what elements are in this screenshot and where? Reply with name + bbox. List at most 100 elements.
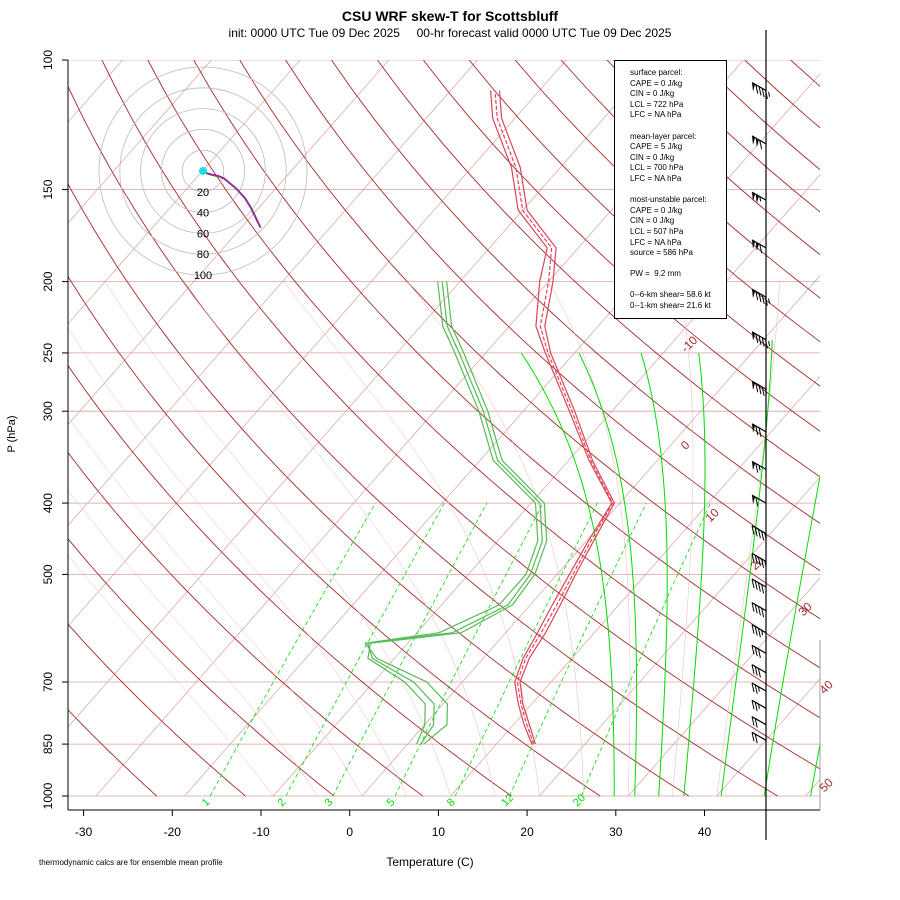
wind-barb xyxy=(751,578,767,594)
dry-adiabat xyxy=(698,60,820,171)
most-unstable-parcel-block: most-unstable parcel: CAPE = 0 J/kg CIN … xyxy=(630,195,707,258)
barb-full xyxy=(751,645,755,655)
x-tick-label: 20 xyxy=(520,825,534,839)
dry-adiabat xyxy=(377,60,820,478)
temperature-profile xyxy=(498,90,616,745)
wind-barb xyxy=(751,699,767,712)
moist-adiabat xyxy=(716,281,780,797)
barb-full xyxy=(761,337,765,347)
saturated-adiabat xyxy=(763,473,820,797)
mixing-ratio-line xyxy=(454,502,598,797)
barb-full xyxy=(754,527,758,537)
parcel-stats-box: surface parcel: CAPE = 0 J/kg CIN = 0 J/… xyxy=(614,60,727,319)
hodograph-ring xyxy=(181,149,225,193)
wind-barb xyxy=(751,423,767,437)
isotherm-line xyxy=(273,174,820,797)
barb-full xyxy=(758,427,762,437)
barb-half xyxy=(764,560,767,566)
y-tick-label: 250 xyxy=(41,343,55,363)
footnote: thermodynamic calcs are for ensemble mea… xyxy=(39,858,223,867)
dry-adiabat xyxy=(790,60,820,87)
dry-adiabat xyxy=(468,60,820,387)
barb-full xyxy=(751,716,755,726)
barb-full xyxy=(751,624,755,634)
mixing-ratio-line xyxy=(394,502,544,797)
barb-shaft xyxy=(751,494,767,504)
mixing-ratio-label: 3 xyxy=(323,796,336,809)
isotherm-line xyxy=(68,60,478,526)
barb-half xyxy=(758,465,761,471)
x-tick-label: -20 xyxy=(164,825,182,839)
barb-full xyxy=(764,339,768,349)
barb-full xyxy=(751,578,755,589)
moist-adiabat xyxy=(548,281,631,797)
barb-flag xyxy=(752,331,755,341)
hodograph-ring-label: 60 xyxy=(197,228,209,240)
barb-full xyxy=(755,291,759,301)
barb-full xyxy=(757,648,761,659)
surface-parcel-block: surface parcel: CAPE = 0 J/kg CIN = 0 J/… xyxy=(630,68,684,120)
barb-half xyxy=(768,298,771,304)
dry-adiabat xyxy=(422,60,820,432)
wind-barb xyxy=(751,624,767,638)
mixing-ratio-label: 5 xyxy=(385,796,398,809)
barb-shaft xyxy=(751,135,767,145)
dry-adiabat xyxy=(147,60,820,719)
chart-subtitle: init: 0000 UTC Tue 09 Dec 2025 00-hr for… xyxy=(228,26,672,40)
wind-barb xyxy=(751,81,771,100)
mixing-ratio-line xyxy=(509,502,647,797)
barb-half xyxy=(768,91,771,97)
barb-full xyxy=(754,701,758,712)
dry-adiabat xyxy=(68,538,335,797)
barb-full xyxy=(751,664,755,674)
barb-full xyxy=(754,733,758,744)
mixing-ratio-line xyxy=(209,502,376,797)
y-tick-label: 200 xyxy=(41,271,55,291)
barb-full xyxy=(755,425,759,436)
wind-barb xyxy=(751,380,767,397)
y-tick-label: 1000 xyxy=(41,782,55,809)
hodograph-ring-label: 80 xyxy=(197,249,209,261)
isotherm-line xyxy=(539,476,820,797)
x-tick-label: 10 xyxy=(432,825,446,839)
moist-adiabat xyxy=(283,281,540,797)
isotherm-line xyxy=(716,678,820,797)
wind-barb xyxy=(751,716,767,728)
shear-block: 0--6-km shear= 58.6 kt 0--1-km shear= 21… xyxy=(630,290,711,311)
barb-full xyxy=(759,140,763,150)
hodograph-ring-label: 100 xyxy=(194,270,212,282)
barb-full xyxy=(751,553,755,563)
wind-barb xyxy=(751,552,767,568)
wind-barb xyxy=(751,525,767,541)
isotherm-line xyxy=(68,60,301,325)
isotherm-label: 0 xyxy=(678,438,693,453)
dry-adiabat xyxy=(101,60,820,770)
saturated-adiabat xyxy=(855,312,900,796)
barb-full xyxy=(755,463,759,473)
barb-half xyxy=(764,388,767,394)
barb-full xyxy=(751,682,755,693)
mixing-ratio-label: 8 xyxy=(445,796,458,809)
barb-full xyxy=(751,602,755,612)
y-tick-label: 500 xyxy=(41,564,55,584)
wind-barb xyxy=(751,494,767,507)
dry-adiabat xyxy=(285,60,820,572)
barb-flag xyxy=(752,381,755,391)
barb-flag xyxy=(755,242,759,251)
barb-full xyxy=(754,626,758,636)
saturated-adiabat xyxy=(683,352,706,797)
mixing-ratio-line xyxy=(285,502,445,797)
mixing-ratio-label: 12 xyxy=(499,792,516,809)
y-axis-label: P (hPa) xyxy=(6,415,18,453)
mixing-ratio-label: 1 xyxy=(200,796,213,809)
barb-full xyxy=(757,582,761,592)
barb-flag xyxy=(752,192,755,202)
barb-full xyxy=(764,89,768,100)
barb-full xyxy=(754,604,758,614)
dewpoint-profile xyxy=(367,281,548,745)
barb-full xyxy=(754,580,758,590)
dewpoint-profile xyxy=(364,281,539,745)
barb-full xyxy=(758,86,762,96)
y-tick-label: 400 xyxy=(41,493,55,513)
